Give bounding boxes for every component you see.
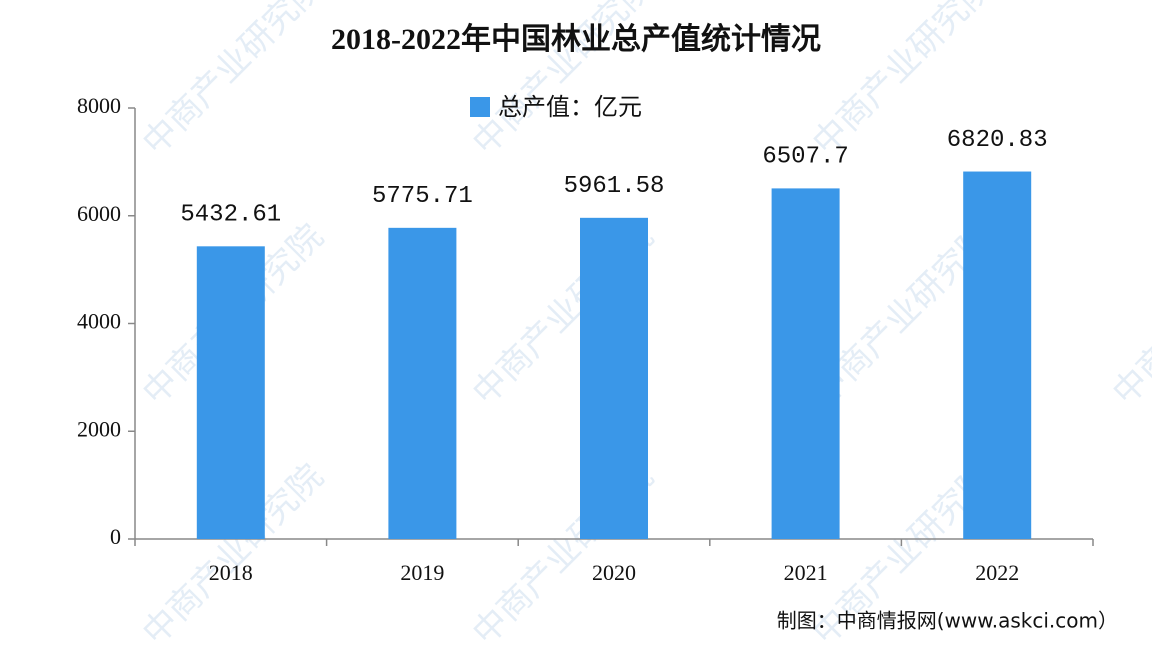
- value-label: 6507.7: [762, 144, 848, 171]
- legend-label: 总产值：亿元: [498, 93, 642, 121]
- legend-swatch: [470, 97, 490, 117]
- bar: [388, 227, 457, 539]
- x-tick-label: 2019: [400, 560, 444, 585]
- x-tick-label: 2020: [592, 560, 636, 585]
- value-label: 5961.58: [564, 173, 665, 200]
- chart-title: 2018-2022年中国林业总产值统计情况: [331, 22, 821, 56]
- y-tick-label: 4000: [77, 309, 121, 334]
- source-note: 制图：中商情报网(www.askci.com）: [777, 609, 1118, 633]
- value-label: 5775.71: [372, 183, 473, 210]
- x-tick-label: 2022: [975, 560, 1019, 585]
- x-tick-label: 2018: [209, 560, 253, 585]
- y-tick-label: 8000: [77, 93, 121, 118]
- x-tick-label: 2021: [784, 560, 828, 585]
- value-label: 5432.61: [180, 202, 281, 229]
- bar: [580, 217, 648, 539]
- y-tick-label: 0: [110, 524, 121, 549]
- y-tick-label: 6000: [77, 201, 121, 226]
- bar: [771, 188, 840, 540]
- bar: [196, 246, 265, 540]
- value-label: 6820.83: [947, 127, 1048, 154]
- bar: [963, 171, 1032, 540]
- y-tick-label: 2000: [77, 416, 121, 441]
